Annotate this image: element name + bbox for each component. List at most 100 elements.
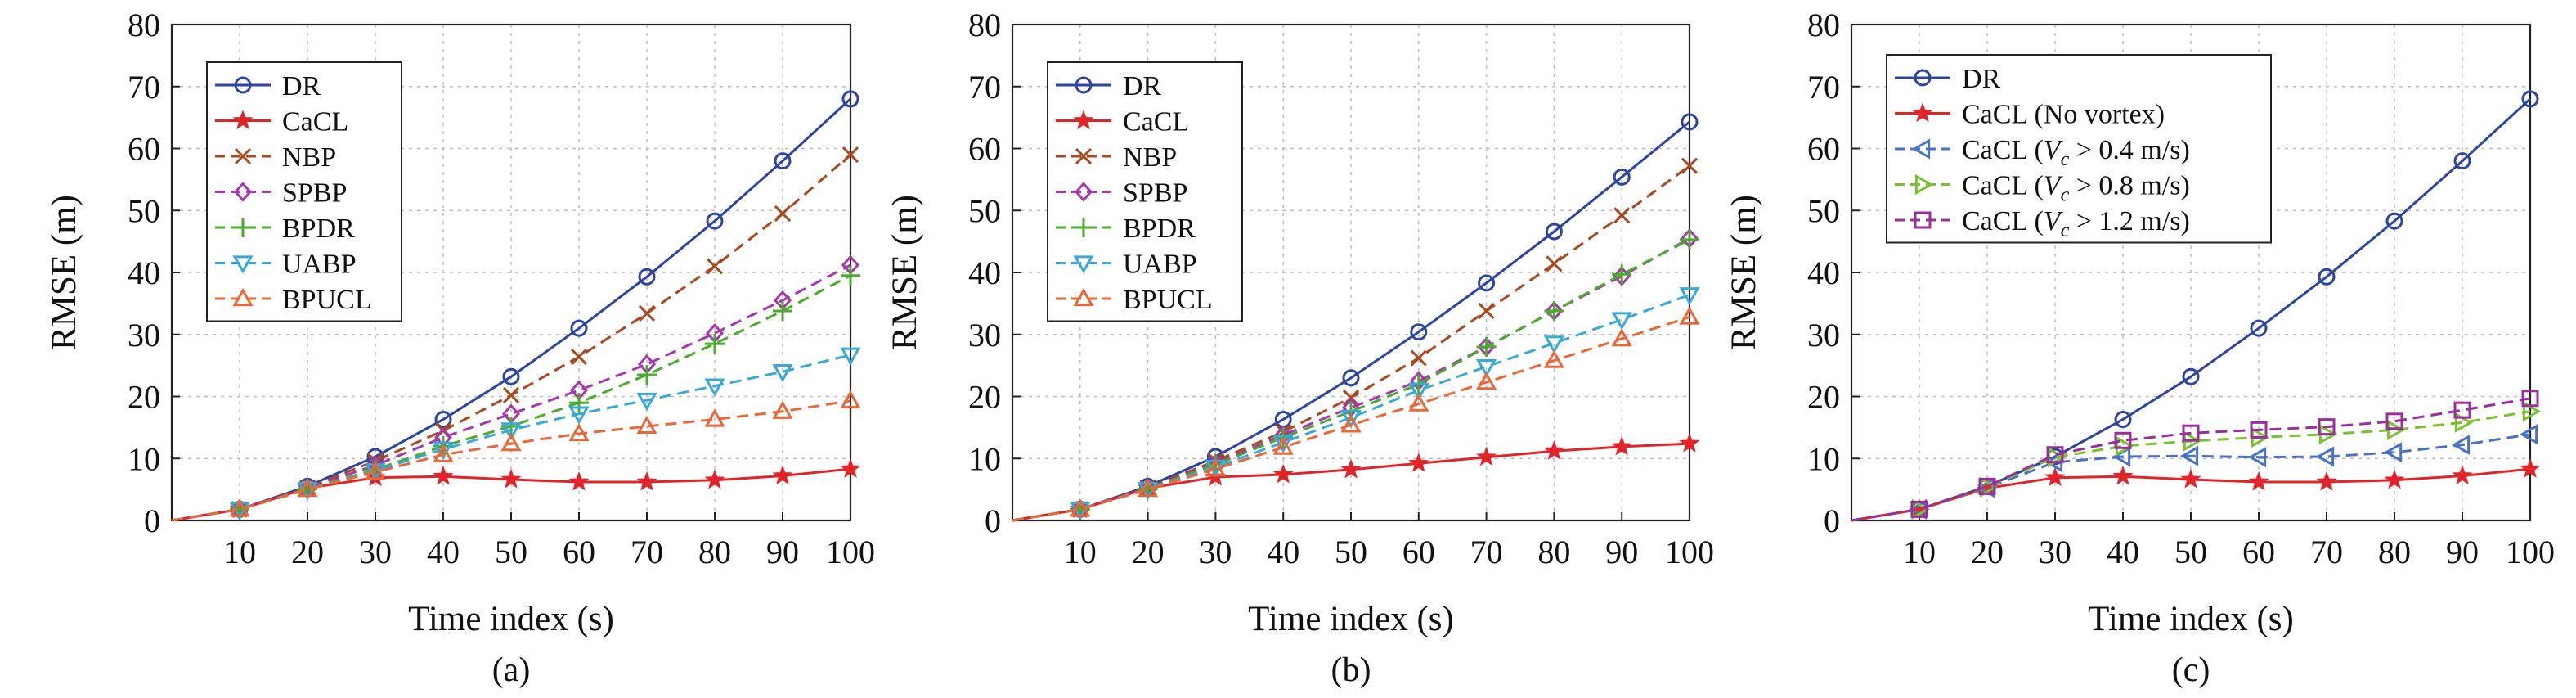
data-point xyxy=(2180,468,2201,489)
x-tick-label: 30 xyxy=(2039,534,2071,570)
series-BPUCL xyxy=(171,390,861,522)
data-point xyxy=(841,90,859,108)
data-point xyxy=(2046,446,2064,464)
legend-marker xyxy=(232,110,254,130)
legend-label: NBP xyxy=(282,142,336,173)
data-point xyxy=(1613,207,1631,224)
legend-label: BPDR xyxy=(282,214,355,244)
data-point xyxy=(365,461,386,480)
legend-label: UABP xyxy=(1123,250,1197,280)
x-tick-label: 60 xyxy=(1402,534,1435,570)
legend-marker xyxy=(1075,76,1093,94)
series-line xyxy=(1012,316,1690,522)
legend-marker xyxy=(1912,102,1933,123)
series-line xyxy=(171,399,851,522)
y-tick-label: 30 xyxy=(968,317,1001,354)
legend-marker xyxy=(233,182,253,202)
y-axis-label: RMSE (m) xyxy=(886,195,924,350)
data-point xyxy=(2452,465,2473,485)
legend-marker xyxy=(232,287,254,307)
data-point xyxy=(1978,477,1996,495)
x-tick-label: 10 xyxy=(223,534,256,570)
x-tick-label: 50 xyxy=(1335,534,1367,570)
data-point xyxy=(1613,168,1631,186)
data-point xyxy=(636,392,657,412)
series-CaCL xyxy=(1012,432,1700,522)
chart-panel-3: 0 10 20 30 40 50 60 70 80 10 20 30 40 50 60 70 80 90 100 Ti… xyxy=(1725,7,2555,689)
data-point xyxy=(1138,479,1159,498)
data-point xyxy=(568,471,590,491)
data-point xyxy=(229,498,250,517)
y-tick-label: 80 xyxy=(128,7,160,43)
data-point xyxy=(1476,372,1497,390)
legend-label: SPBP xyxy=(282,178,347,209)
data-point xyxy=(841,265,860,286)
legend-marker xyxy=(1073,287,1094,307)
series-CaCL xyxy=(1851,457,2541,522)
data-point xyxy=(636,471,657,491)
data-point xyxy=(500,422,522,441)
y-tick-label: 50 xyxy=(1807,192,1840,229)
data-point xyxy=(2247,447,2267,468)
y-tick-label: 60 xyxy=(1807,131,1840,168)
data-point xyxy=(1272,435,1294,453)
legend-marker xyxy=(1074,182,1093,202)
y-tick-label: 40 xyxy=(968,254,1001,291)
x-tick-label: 40 xyxy=(2107,534,2139,570)
legend-label: SPBP xyxy=(1123,178,1187,209)
data-point xyxy=(2112,466,2134,485)
data-point xyxy=(1679,306,1700,325)
data-point xyxy=(500,468,522,489)
y-tick-label: 70 xyxy=(1807,69,1840,106)
legend-label: BPDR xyxy=(1123,214,1196,244)
data-point xyxy=(2522,401,2542,422)
y-tick-label: 40 xyxy=(1807,254,1840,291)
data-point xyxy=(1070,498,1091,517)
data-point xyxy=(1205,458,1226,477)
data-point xyxy=(2179,445,2199,466)
data-point xyxy=(1476,358,1497,378)
data-point xyxy=(1478,274,1496,292)
x-tick-label: 70 xyxy=(2310,534,2343,570)
legend-label: CaCL (No vortex) xyxy=(1962,100,2165,130)
data-point xyxy=(2386,419,2406,440)
data-point xyxy=(774,152,792,170)
data-point xyxy=(1543,440,1564,460)
legend-label: CaCL (Vc > 1.2 m/s) xyxy=(1962,206,2190,241)
data-point xyxy=(1543,335,1564,354)
series-BPUCL xyxy=(1012,306,1700,522)
x-tick-label: 40 xyxy=(1267,534,1299,570)
x-tick-label: 50 xyxy=(2174,534,2207,570)
legend-label: CaCL (Vc > 0.8 m/s) xyxy=(1962,171,2190,206)
data-point xyxy=(2385,212,2403,230)
data-point xyxy=(1272,436,1294,455)
y-tick-label: 20 xyxy=(968,379,1001,416)
data-point xyxy=(704,378,725,397)
data-point xyxy=(840,390,861,408)
data-point xyxy=(502,367,520,385)
data-point xyxy=(2453,152,2471,170)
panel-label: (b) xyxy=(1331,651,1371,689)
y-axis-label: RMSE (m) xyxy=(1725,195,1763,350)
legend-label: CaCL xyxy=(282,107,348,137)
x-tick-label: 80 xyxy=(698,534,731,570)
y-tick-label: 30 xyxy=(128,317,160,354)
legend-marker xyxy=(234,76,252,94)
y-tick-label: 0 xyxy=(1824,502,1840,539)
data-point xyxy=(2318,418,2336,436)
chart-panel-2: 0 10 20 30 40 50 60 70 80 10 20 30 40 50 60 70 80 90 100 Ti… xyxy=(886,7,1714,689)
data-point xyxy=(2385,412,2403,430)
data-point xyxy=(433,444,454,462)
data-point xyxy=(774,205,792,223)
y-tick-label: 20 xyxy=(128,379,160,416)
data-point xyxy=(1476,336,1497,357)
data-point xyxy=(2519,424,2538,445)
data-point xyxy=(638,304,656,322)
data-point xyxy=(1408,382,1429,401)
data-point xyxy=(569,393,589,413)
data-point xyxy=(1342,369,1360,387)
data-point xyxy=(1408,393,1429,412)
series-line xyxy=(1851,397,2531,522)
data-point xyxy=(840,457,861,478)
